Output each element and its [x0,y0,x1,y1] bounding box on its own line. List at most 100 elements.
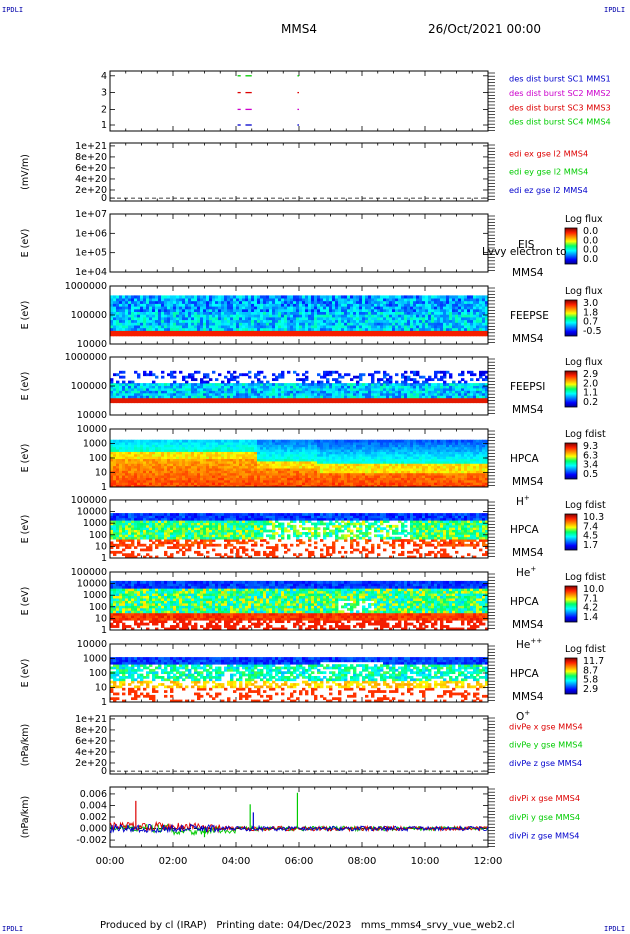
feeps-ion-cell [206,390,210,394]
feeps-electron-cell [161,308,165,312]
feeps-electron-cell [212,330,216,334]
hpca-h-cell [209,456,213,460]
feeps-electron-cell [383,327,387,331]
feeps-electron-cell [401,306,405,310]
feeps-electron-cell [467,295,471,299]
feeps-electron-cell [137,319,141,323]
feeps-ion-cell [179,388,183,391]
feeps-electron-cell [164,325,168,329]
feeps-electron-cell [446,311,450,315]
feeps-electron-cell [437,298,441,302]
hpca-h-cell [119,475,123,478]
hpca-h-cell [227,465,231,469]
feeps-ion-cell [206,388,210,391]
feeps-electron-cell [251,319,255,323]
feeps-electron-cell [395,303,399,307]
feeps-ion-cell [185,375,189,379]
feeps-electron-cell [320,325,324,329]
feeps-ion-cell [158,397,162,401]
feeps-ion-cell [323,395,327,399]
hpca-h-cell [284,475,288,478]
hpca-h-cell [119,458,123,462]
feeps-electron-cell [443,298,447,302]
hpca-h-cell [296,465,300,469]
feeps-electron-cell [380,300,384,304]
feeps-electron-cell [164,314,168,318]
feeps-electron-cell [209,327,213,331]
feeps-electron-cell [422,322,426,326]
feeps-electron-cell [260,314,264,318]
hpca-h-cell [146,477,150,481]
hpca-h-cell [266,442,270,445]
hpca-h-cell [146,468,150,471]
feeps-electron-cell [260,330,264,334]
feeps-electron-cell [233,300,237,304]
feeps-electron-cell [407,300,411,304]
feeps-electron-cell [383,322,387,326]
feeps-electron-cell [329,322,333,326]
feeps-ion-cell [401,390,405,394]
hpca-h-cell [119,444,123,448]
hpca-h-cell [116,446,120,450]
feeps-electron-cell [341,333,345,337]
feeps-electron-cell [482,306,486,310]
feeps-ion-cell [431,395,435,399]
feeps-electron-cell [437,295,441,299]
feeps-electron-cell [119,319,123,323]
feeps-ion-cell [257,390,261,394]
feeps-ion-cell [110,378,114,382]
feeps-electron-cell [272,308,276,312]
feeps-electron-cell [242,325,246,329]
feeps-electron-cell [155,306,159,310]
hpca-h-cell [125,465,129,469]
hpca-h-cell [146,458,150,462]
feeps-ion-cell [203,380,207,384]
feeps-electron-cell [455,317,459,321]
hpca-h-cell [179,449,183,452]
feeps-ion-cell [350,390,354,394]
feeps-ion-cell [317,390,321,394]
feeps-electron-cell [326,311,330,315]
feeps-ion-cell [140,397,144,401]
feeps-electron-cell [326,306,330,310]
feeps-ion-cell [179,370,183,374]
feeps-electron-cell [215,298,219,302]
feeps-ion-cell [269,388,273,391]
feeps-ion-cell [326,388,330,391]
hpca-h-cell [173,468,177,471]
hpca-h-cell [278,453,282,457]
hpca-h-cell [227,458,231,462]
feeps-electron-cell [479,300,483,304]
feeps-electron-cell [137,330,141,334]
feeps-ion-cell [401,397,405,401]
hpca-h-cell [158,463,162,467]
feeps-electron-cell [443,319,447,323]
feeps-electron-cell [155,303,159,307]
feeps-electron-cell [221,295,225,299]
feeps-electron-cell [479,298,483,302]
hpca-h-cell [179,458,183,462]
feeps-ion-cell [221,400,225,404]
hpca-h-cell [161,442,165,445]
feeps-ion-cell [449,400,453,404]
feeps-ion-cell [278,395,282,399]
feeps-electron-cell [329,298,333,302]
feeps-electron-cell [203,308,207,312]
hpca-h-cell [197,463,201,467]
feeps-electron-cell [479,319,483,323]
feeps-electron-cell [332,325,336,329]
hpca-h-cell [224,456,228,460]
hpca-h-cell [170,465,174,469]
feeps-electron-cell [197,325,201,329]
feeps-electron-cell [368,327,372,331]
hpca-h-cell [143,444,147,448]
feeps-ion-cell [449,392,453,396]
feeps-ion-cell [383,400,387,404]
hpca-h-cell [251,451,255,455]
feeps-electron-cell [317,317,321,321]
feeps-electron-cell [152,333,156,337]
feeps-ion-cell [197,370,201,374]
hpca-h-cell [152,470,156,474]
feeps-electron-cell [185,325,189,329]
feeps-ion-cell [218,400,222,404]
